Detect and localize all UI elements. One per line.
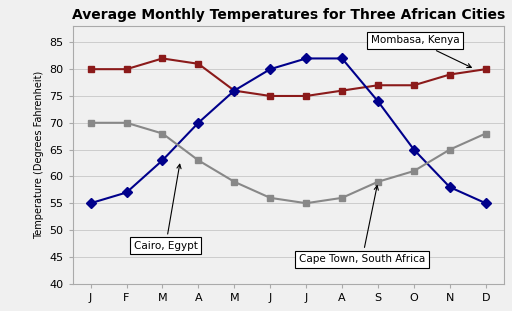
Title: Average Monthly Temperatures for Three African Cities: Average Monthly Temperatures for Three A… <box>72 8 505 22</box>
Y-axis label: Temperature (Degrees Fahrenheit): Temperature (Degrees Fahrenheit) <box>34 71 44 239</box>
Text: Cairo, Egypt: Cairo, Egypt <box>134 164 198 251</box>
Text: Cape Town, South Africa: Cape Town, South Africa <box>299 186 425 264</box>
Text: Mombasa, Kenya: Mombasa, Kenya <box>371 35 472 67</box>
